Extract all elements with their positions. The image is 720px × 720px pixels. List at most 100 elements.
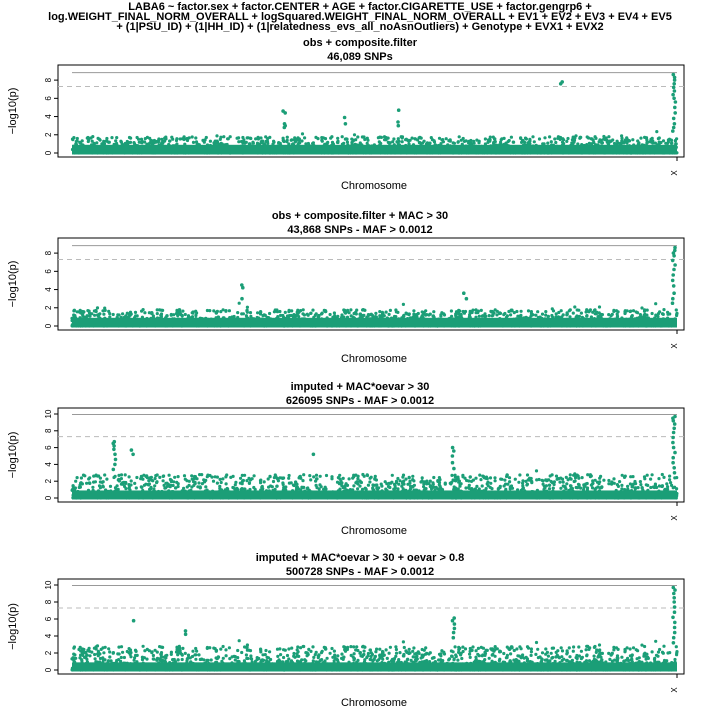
snp-point (311, 142, 315, 146)
snp-peak-3 (670, 245, 677, 306)
snp-point (537, 137, 542, 141)
snp-point (585, 314, 589, 318)
snp-point (627, 139, 632, 143)
y-tick-label: 2 (44, 478, 53, 483)
snp-point (369, 312, 373, 316)
snp-point (187, 136, 191, 140)
snp-point (628, 309, 632, 314)
snp-point (214, 310, 218, 315)
snp-point (94, 309, 98, 314)
snp-point (261, 139, 265, 143)
snp-point (243, 141, 247, 145)
snp-point (585, 135, 589, 139)
snp-point (536, 310, 540, 314)
snp-point (346, 308, 350, 312)
snp-point (577, 476, 581, 480)
snp-point (399, 135, 403, 139)
snp-point (671, 92, 675, 97)
snp-point (328, 312, 332, 317)
snp-point (143, 137, 147, 141)
snp-point (475, 138, 479, 142)
figure-title-line-1: LABA6 ~ factor.sex + factor.CENTER + AGE… (128, 1, 592, 13)
snp-point (674, 142, 678, 146)
snp-point (425, 479, 429, 483)
snp-point (672, 82, 676, 86)
snp-point (390, 473, 394, 477)
snp-point (309, 311, 313, 315)
snp-point (160, 137, 164, 141)
snp-point (615, 139, 619, 143)
snp-point (449, 309, 453, 313)
snp-point (400, 140, 404, 144)
snp-point (671, 296, 675, 301)
snp-point (447, 139, 451, 143)
snp-point (155, 308, 159, 312)
snp-point (550, 307, 554, 311)
snp-point (268, 311, 272, 316)
snp-point (273, 487, 277, 491)
snp-point (159, 312, 164, 316)
snp-point (369, 475, 373, 479)
snp-point (549, 140, 553, 144)
snp-point (561, 484, 565, 488)
snp-point (104, 139, 108, 143)
snp-point (396, 142, 400, 146)
snp-point (256, 137, 260, 141)
snp-point (548, 135, 552, 139)
panel-title: obs + composite.filter + MAC > 30 (272, 210, 448, 222)
snp-point (135, 135, 139, 140)
snp-point (355, 308, 359, 312)
snp-point (554, 140, 558, 145)
snp-point (607, 478, 611, 483)
snp-point (245, 310, 249, 314)
snp-point (237, 140, 241, 144)
snp-point (93, 313, 97, 317)
snp-point (287, 142, 291, 146)
snp-point (620, 136, 624, 140)
snp-point (432, 310, 436, 314)
y-tick-label: 10 (44, 409, 53, 418)
snp-point (657, 477, 661, 481)
snp-point (515, 309, 519, 314)
snp-point (281, 136, 285, 140)
snp-point (661, 139, 666, 143)
snp-point (182, 137, 186, 142)
snp-point (271, 479, 276, 484)
snp-point (97, 137, 101, 141)
snp-point (488, 135, 492, 139)
snp-point (326, 140, 330, 144)
snp-point (457, 135, 461, 139)
snp-point (671, 85, 676, 90)
snp-point (108, 484, 113, 488)
snp-point (509, 313, 513, 317)
snp-point (237, 301, 241, 305)
snp-point (371, 486, 375, 490)
snp-point (152, 140, 156, 144)
snp-point (247, 142, 251, 146)
snp-point (442, 313, 447, 317)
snp-point (279, 313, 283, 317)
snp-point (101, 309, 105, 313)
snp-point (666, 138, 671, 142)
snp-point (335, 480, 340, 484)
snp-point (97, 312, 101, 317)
snp-point (469, 138, 473, 143)
y-tick-label: 0 (44, 495, 53, 500)
snp-point (195, 311, 199, 315)
snp-point (674, 308, 678, 312)
snp-point (191, 311, 195, 315)
snp-point (487, 314, 491, 318)
snp-point (283, 111, 288, 115)
snp-point (300, 139, 304, 143)
snp-point (526, 309, 531, 313)
snp-point (546, 141, 550, 145)
snp-point (245, 305, 249, 309)
snp-point (292, 314, 296, 319)
snp-point (486, 140, 490, 144)
snp-point (181, 309, 185, 313)
snp-point (668, 478, 672, 482)
x-tick-label: X (670, 515, 679, 521)
snp-point (672, 267, 676, 272)
snp-point (117, 473, 121, 477)
